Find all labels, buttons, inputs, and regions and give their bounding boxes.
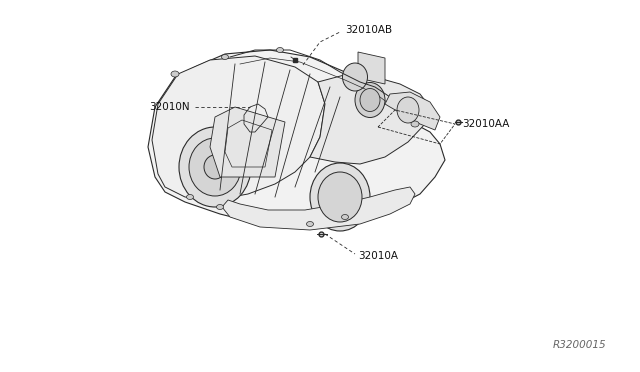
Ellipse shape	[318, 172, 362, 222]
Text: 32010A: 32010A	[358, 251, 398, 261]
Ellipse shape	[221, 55, 228, 60]
Polygon shape	[222, 187, 415, 230]
Ellipse shape	[397, 97, 419, 123]
Text: 32010N: 32010N	[149, 102, 190, 112]
Ellipse shape	[307, 221, 314, 227]
Polygon shape	[210, 107, 285, 177]
Ellipse shape	[171, 71, 179, 77]
Ellipse shape	[355, 83, 385, 118]
Polygon shape	[385, 92, 440, 130]
Ellipse shape	[179, 127, 251, 207]
Text: 32010AA: 32010AA	[462, 119, 509, 129]
Ellipse shape	[360, 89, 380, 112]
Ellipse shape	[186, 195, 193, 199]
Ellipse shape	[342, 63, 367, 91]
Ellipse shape	[411, 121, 419, 127]
Ellipse shape	[276, 48, 284, 52]
Text: 32010AB: 32010AB	[345, 25, 392, 35]
Polygon shape	[148, 50, 445, 224]
Polygon shape	[358, 52, 385, 84]
Polygon shape	[310, 74, 430, 164]
Text: R3200015: R3200015	[553, 340, 607, 350]
Ellipse shape	[216, 205, 223, 209]
Ellipse shape	[310, 163, 370, 231]
Polygon shape	[152, 56, 325, 200]
Ellipse shape	[342, 215, 349, 219]
Ellipse shape	[189, 138, 241, 196]
Ellipse shape	[204, 155, 226, 179]
